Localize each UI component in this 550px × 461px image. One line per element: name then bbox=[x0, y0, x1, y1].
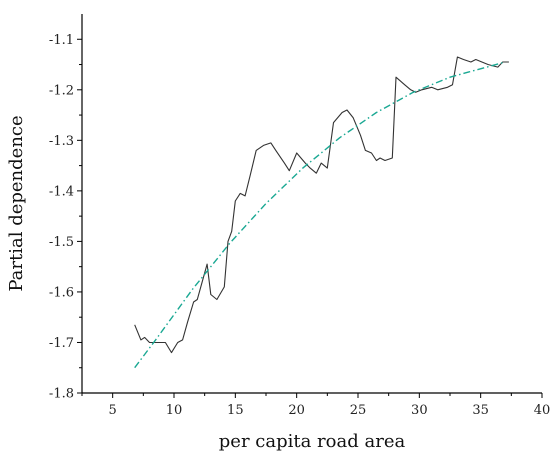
x-tick-label: 30 bbox=[411, 403, 428, 418]
y-tick-label: -1.1 bbox=[49, 33, 74, 48]
y-tick-label: -1.4 bbox=[49, 184, 74, 199]
x-tick-label: 10 bbox=[166, 403, 183, 418]
y-tick-label: -1.7 bbox=[49, 336, 74, 351]
x-tick-label: 5 bbox=[109, 403, 117, 418]
fitted-trend-line bbox=[135, 62, 506, 368]
partial-dependence-line bbox=[135, 57, 509, 353]
series-layer bbox=[135, 57, 509, 368]
y-tick-label: -1.3 bbox=[49, 134, 74, 149]
x-tick-label: 15 bbox=[227, 403, 244, 418]
y-tick-label: -1.2 bbox=[49, 83, 74, 98]
x-axis-title: per capita road area bbox=[219, 431, 406, 452]
y-tick-label: -1.5 bbox=[49, 235, 74, 250]
y-axis-title: Partial dependence bbox=[6, 115, 27, 291]
axes-layer: 5 10 15 20 25 30 35 40 -1.8 -1.7 -1.6 -1.5 -1.4 -1.3 -… bbox=[49, 14, 550, 418]
x-tick-label: 20 bbox=[288, 403, 305, 418]
y-tick-label: -1.6 bbox=[49, 285, 74, 300]
x-tick-label: 35 bbox=[472, 403, 489, 418]
y-tick-label: -1.8 bbox=[49, 387, 74, 402]
x-tick-label: 25 bbox=[350, 403, 367, 418]
x-tick-label: 40 bbox=[534, 403, 550, 418]
